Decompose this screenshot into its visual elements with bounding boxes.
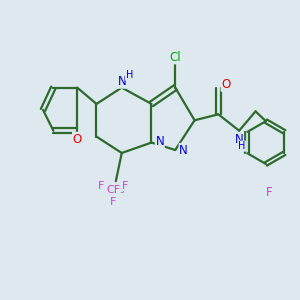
Text: F: F xyxy=(110,197,116,207)
Text: F: F xyxy=(122,181,128,191)
Text: N: N xyxy=(179,143,188,157)
Text: O: O xyxy=(221,78,230,91)
Text: H: H xyxy=(125,70,133,80)
Text: N: N xyxy=(155,135,164,148)
Text: N: N xyxy=(235,133,244,146)
Text: Cl: Cl xyxy=(169,51,181,64)
Text: H: H xyxy=(238,141,246,151)
Text: CF₃: CF₃ xyxy=(106,184,125,194)
Text: O: O xyxy=(73,133,82,146)
Text: N: N xyxy=(117,75,126,88)
Text: F: F xyxy=(266,186,272,199)
Text: F: F xyxy=(98,181,104,191)
